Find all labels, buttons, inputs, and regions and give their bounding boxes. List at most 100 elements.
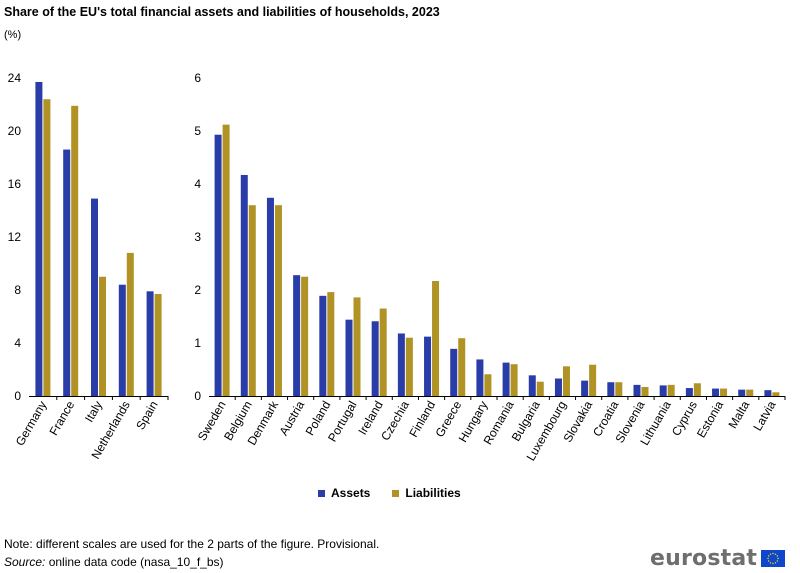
y-tick-label: 3 <box>194 230 201 244</box>
y-tick-label: 16 <box>8 177 22 191</box>
bar-liabilities-finland <box>432 280 440 396</box>
bar-liabilities-lithuania <box>667 384 675 396</box>
y-tick-label: 1 <box>194 336 201 350</box>
bar-liabilities-ireland <box>379 308 387 396</box>
legend-item-assets: Assets <box>318 486 370 500</box>
bar-assets-luxembourg <box>554 378 562 396</box>
legend-item-liabilities: Liabilities <box>392 486 461 500</box>
bar-assets-denmark <box>266 197 274 396</box>
x-tick-label-estonia: Estonia <box>694 398 726 440</box>
eu-star <box>769 553 772 555</box>
y-tick-label: 2 <box>194 283 201 297</box>
bar-assets-sweden <box>214 134 222 396</box>
eu-star <box>772 552 774 555</box>
bar-liabilities-austria <box>301 276 309 396</box>
legend-label-liabilities: Liabilities <box>405 486 461 500</box>
eu-star <box>769 562 772 564</box>
source-label: Source: <box>4 555 46 569</box>
bar-liabilities-czechia <box>405 337 413 396</box>
bar-assets-germany <box>35 81 43 396</box>
y-tick-label: 0 <box>14 389 21 403</box>
eu-star <box>777 557 779 560</box>
bar-assets-finland <box>424 336 432 396</box>
y-tick-label: 0 <box>194 389 201 403</box>
x-tick-label-malta: Malta <box>726 398 753 431</box>
logo-text: eurostat <box>650 546 758 571</box>
bar-liabilities-latvia <box>772 392 780 396</box>
bar-assets-ireland <box>371 321 379 396</box>
bar-assets-belgium <box>240 174 248 396</box>
eu-star <box>767 557 769 560</box>
eu-star <box>774 553 777 555</box>
bar-assets-france <box>63 149 71 396</box>
y-tick-label: 24 <box>8 71 22 85</box>
bar-assets-slovenia <box>633 384 641 396</box>
bar-liabilities-italy <box>99 276 106 396</box>
bar-liabilities-netherlands <box>126 252 134 396</box>
bar-liabilities-france <box>71 105 79 396</box>
x-tick-label-spain: Spain <box>133 399 160 433</box>
y-tick-label: 4 <box>194 177 201 191</box>
bar-liabilities-sweden <box>222 124 230 396</box>
eu-star <box>772 562 774 565</box>
source-code: online data code (nasa_10_f_bs) <box>45 555 224 569</box>
legend-label-assets: Assets <box>331 486 371 500</box>
bar-assets-estonia <box>712 388 720 396</box>
eurostat-logo: eurostat <box>650 546 786 571</box>
bar-liabilities-croatia <box>615 382 623 396</box>
bar-assets-poland <box>319 295 327 396</box>
legend-swatch-liabilities <box>392 489 400 497</box>
eu-flag-icon <box>761 550 786 567</box>
bar-assets-slovakia <box>581 380 589 396</box>
eu-star <box>768 560 770 562</box>
bar-liabilities-romania <box>510 364 518 396</box>
bar-assets-italy <box>91 198 98 396</box>
bar-assets-croatia <box>607 382 615 396</box>
bar-assets-czechia <box>397 333 405 396</box>
bar-liabilities-germany <box>43 99 51 396</box>
bar-liabilities-slovenia <box>641 386 649 396</box>
bar-liabilities-luxembourg <box>562 366 570 396</box>
bar-liabilities-malta <box>746 389 754 396</box>
legend: Assets Liabilities <box>318 486 461 500</box>
bar-liabilities-cyprus <box>693 383 701 396</box>
bar-liabilities-estonia <box>720 388 728 396</box>
y-tick-label: 12 <box>8 230 22 244</box>
bar-liabilities-bulgaria <box>536 381 544 396</box>
bar-liabilities-poland <box>327 292 335 396</box>
bar-liabilities-spain <box>154 293 162 396</box>
bar-assets-hungary <box>476 359 484 396</box>
bar-liabilities-slovakia <box>589 364 597 396</box>
x-tick-label-italy: Italy <box>82 399 105 425</box>
bar-assets-portugal <box>345 319 353 396</box>
bar-liabilities-greece <box>458 338 466 396</box>
bar-assets-austria <box>293 275 301 396</box>
bar-assets-romania <box>502 362 510 396</box>
x-tick-label-france: France <box>46 398 77 438</box>
y-tick-label: 6 <box>194 71 201 85</box>
legend-swatch-assets <box>318 489 325 497</box>
bar-assets-netherlands <box>118 284 126 396</box>
bar-assets-malta <box>738 389 746 396</box>
bar-assets-spain <box>146 291 154 396</box>
eu-star <box>774 562 777 564</box>
x-tick-label-latvia: Latvia <box>750 398 778 433</box>
bar-assets-cyprus <box>685 388 693 396</box>
y-tick-label: 20 <box>8 124 22 138</box>
y-tick-label: 5 <box>194 124 201 138</box>
source-text: Source: online data code (nasa_10_f_bs) <box>4 555 224 569</box>
bar-assets-bulgaria <box>528 375 536 396</box>
bar-liabilities-hungary <box>484 374 492 396</box>
bar-assets-lithuania <box>659 385 667 396</box>
bar-liabilities-portugal <box>353 297 361 396</box>
bar-assets-greece <box>450 348 458 396</box>
eu-star <box>768 555 770 557</box>
bar-liabilities-denmark <box>274 205 282 396</box>
chart-title: Share of the EU's total financial assets… <box>4 5 440 19</box>
x-tick-label-germany: Germany <box>13 399 50 449</box>
y-tick-label: 4 <box>14 336 21 350</box>
bar-liabilities-belgium <box>248 205 256 396</box>
eu-star <box>776 555 779 557</box>
note-text: Note: different scales are used for the … <box>4 537 380 551</box>
